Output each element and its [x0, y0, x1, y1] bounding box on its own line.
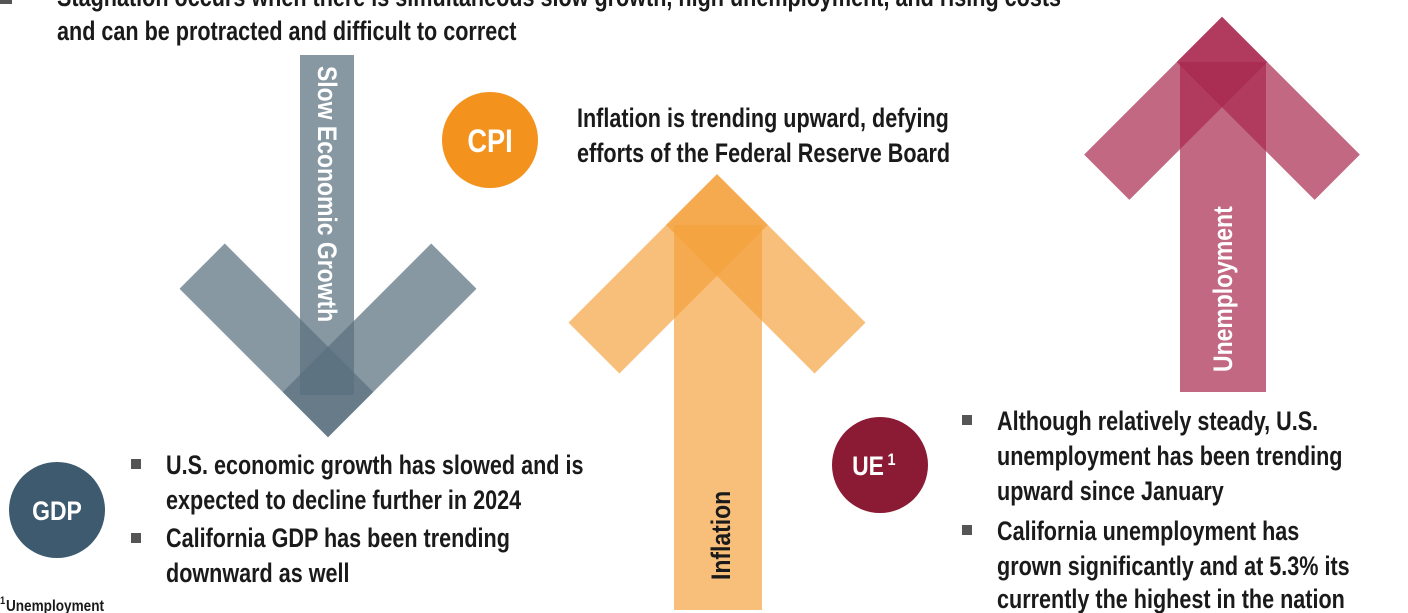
bullet — [962, 415, 972, 425]
footnote-marker: 1 — [0, 595, 5, 607]
intro-line: and can be protracted and difficult to c… — [57, 17, 516, 47]
bullet-line: U.S. economic growth has slowed and is — [166, 451, 583, 481]
cpi-line: Inflation is trending upward, defying — [577, 104, 949, 134]
down-arrow — [179, 55, 477, 438]
cpi-line: efforts of the Federal Reserve Board — [577, 139, 950, 169]
badge-superscript: 1 — [888, 451, 896, 469]
bullet-line: upward since January — [997, 477, 1224, 507]
bullet-line: California GDP has been trending — [166, 524, 510, 554]
intro-line: Stagnation occurs when there is simultan… — [57, 0, 1061, 13]
bullet-line: currently the highest in the nation — [997, 585, 1345, 613]
up-arrow — [568, 174, 866, 610]
arrow-label: Slow Economic Growth — [312, 66, 342, 322]
arrow-label: Unemployment — [1208, 206, 1238, 372]
arrow-arm — [1176, 16, 1360, 200]
footnote: Unemployment — [6, 598, 104, 613]
bullet — [131, 533, 141, 543]
bullet — [962, 525, 972, 535]
badge-label: UE — [852, 451, 884, 481]
badge-label: GDP — [32, 496, 82, 526]
bullet-line: downward as well — [166, 559, 350, 589]
bullet-line: expected to decline further in 2024 — [166, 486, 522, 516]
badge — [9, 462, 105, 558]
arrow-arm — [666, 174, 866, 374]
bullet-line: California unemployment has — [997, 517, 1299, 547]
arrow-arm — [282, 243, 477, 438]
bullet — [0, 0, 12, 4]
bullet-line: Although relatively steady, U.S. — [997, 407, 1318, 437]
bullet — [131, 459, 141, 469]
badge-label: CPI — [467, 124, 512, 160]
arrow-label: Inflation — [706, 491, 736, 580]
bullet-line: unemployment has been trending — [997, 442, 1342, 472]
badge — [832, 417, 928, 513]
badge — [442, 92, 538, 188]
up-arrow — [1084, 16, 1360, 392]
bullet-line: grown significantly and at 5.3% its — [997, 552, 1350, 582]
